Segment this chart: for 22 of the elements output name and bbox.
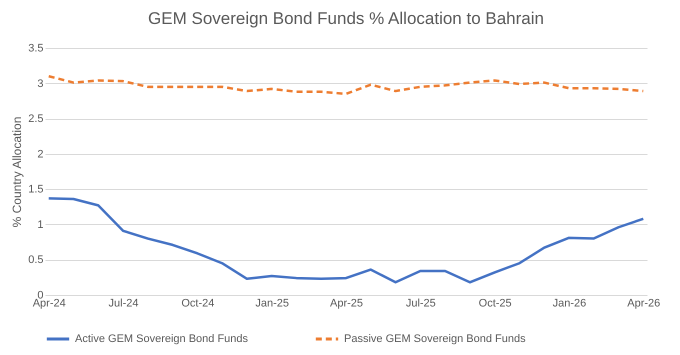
x-tick-label: Jan-26 [552, 298, 586, 310]
y-tick-label: 2.5 [28, 113, 44, 126]
x-tick-label: Apr-26 [627, 298, 660, 310]
line-series [47, 74, 645, 96]
legend-label: Passive GEM Sovereign Bond Funds [344, 333, 526, 345]
y-axis-title: % Country Allocation [10, 116, 24, 228]
y-tick-label: 3.5 [28, 42, 44, 54]
chart-title: GEM Sovereign Bond Funds % Allocation to Bahrain [148, 9, 544, 28]
x-tick-label: Apr-24 [32, 298, 66, 310]
line-series [47, 197, 645, 284]
y-tick-label: 0.5 [28, 254, 44, 266]
y-tick-label: 3 [37, 78, 44, 90]
x-tick-label: Oct-24 [181, 298, 214, 310]
y-tick-label: 2 [37, 148, 44, 160]
x-tick-label: Jul-25 [406, 298, 436, 310]
legend-label: Active GEM Sovereign Bond Funds [75, 333, 249, 345]
y-tick-label: 1.5 [28, 184, 44, 196]
x-tick-label: Apr-25 [330, 298, 364, 310]
y-tick-label: 1 [37, 218, 44, 231]
x-tick-label: Oct-25 [478, 298, 512, 310]
x-tick-label: Jan-25 [255, 298, 289, 310]
x-tick-label: Jul-24 [108, 298, 139, 310]
